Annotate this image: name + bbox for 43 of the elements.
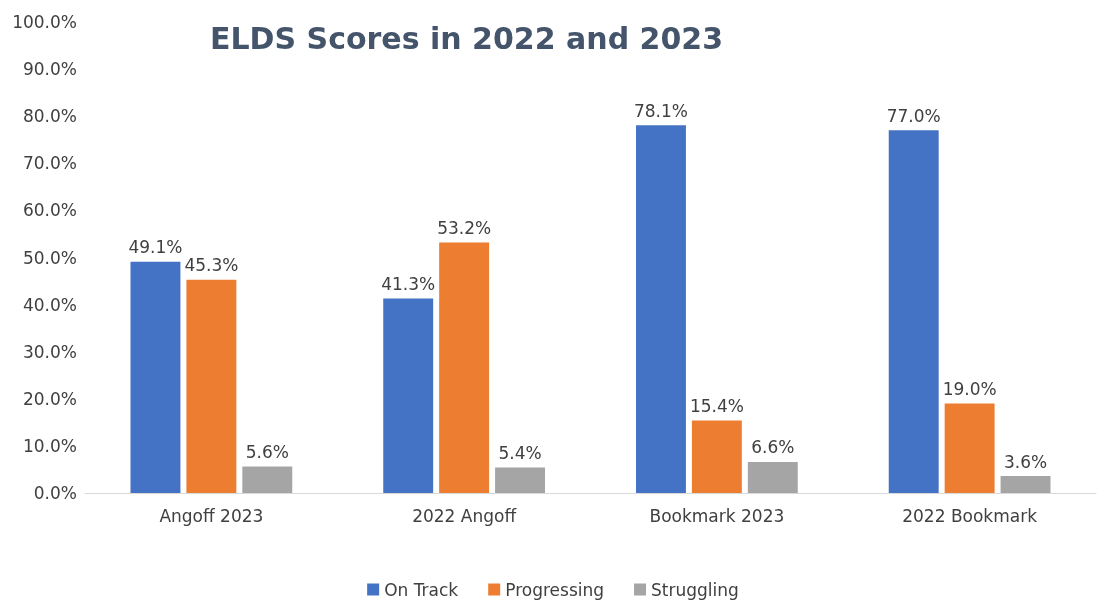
data-label: 45.3% bbox=[184, 255, 239, 276]
y-tick-label: 20.0% bbox=[22, 388, 77, 409]
bar bbox=[944, 403, 995, 493]
bar bbox=[495, 467, 546, 493]
x-tick-label: Angoff 2023 bbox=[159, 505, 264, 526]
data-label: 49.1% bbox=[128, 237, 183, 258]
bar bbox=[1000, 476, 1051, 493]
y-tick-label: 30.0% bbox=[22, 341, 77, 362]
legend-label: Progressing bbox=[505, 579, 605, 600]
y-tick-label: 90.0% bbox=[22, 59, 77, 80]
bar bbox=[130, 261, 181, 493]
x-tick-label: 2022 Angoff bbox=[412, 505, 518, 526]
bar bbox=[691, 420, 742, 493]
data-label: 6.6% bbox=[751, 437, 795, 458]
bar bbox=[186, 279, 237, 493]
y-tick-label: 50.0% bbox=[22, 247, 77, 268]
bar bbox=[888, 130, 939, 493]
y-tick-label: 70.0% bbox=[22, 153, 77, 174]
y-tick-label: 0.0% bbox=[33, 483, 77, 503]
y-tick-label: 80.0% bbox=[22, 106, 77, 127]
data-label: 53.2% bbox=[437, 217, 492, 238]
y-tick-label: 40.0% bbox=[22, 294, 77, 315]
bar bbox=[747, 461, 798, 493]
data-label: 77.0% bbox=[886, 105, 941, 126]
chart-title: ELDS Scores in 2022 and 2023 bbox=[210, 20, 724, 56]
data-label: 78.1% bbox=[633, 100, 688, 121]
y-tick-label: 60.0% bbox=[22, 200, 77, 221]
legend-label: On Track bbox=[384, 579, 459, 600]
bar bbox=[636, 125, 686, 493]
data-label: 3.6% bbox=[1003, 451, 1048, 472]
data-label: 5.6% bbox=[245, 442, 289, 463]
y-tick-label: 100.0% bbox=[12, 12, 77, 32]
data-label: 15.4% bbox=[689, 395, 744, 416]
bar bbox=[242, 466, 293, 493]
data-label: 19.0% bbox=[942, 379, 997, 400]
y-tick-label: 10.0% bbox=[22, 435, 77, 456]
legend-label: Struggling bbox=[651, 579, 739, 600]
bar bbox=[439, 242, 490, 493]
x-tick-label: Bookmark 2023 bbox=[649, 505, 785, 526]
data-label: 41.3% bbox=[381, 273, 436, 294]
x-tick-label: 2022 Bookmark bbox=[902, 505, 1038, 526]
bar bbox=[383, 298, 434, 493]
data-label: 5.4% bbox=[498, 443, 542, 464]
